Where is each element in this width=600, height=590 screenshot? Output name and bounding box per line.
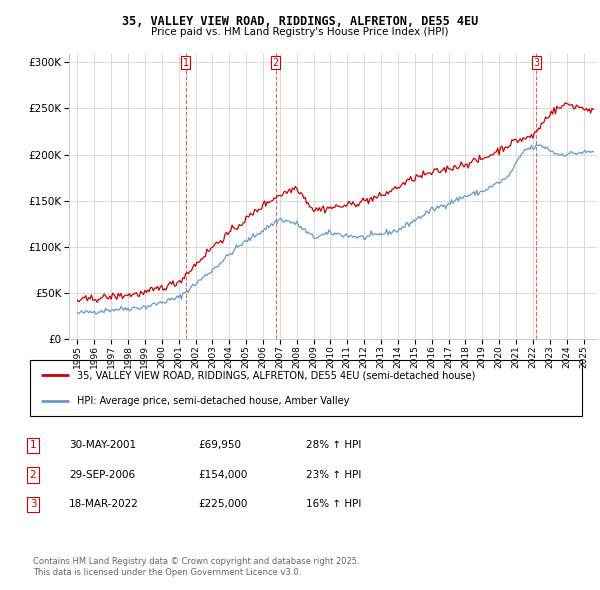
Text: 16% ↑ HPI: 16% ↑ HPI	[306, 500, 361, 509]
Text: 35, VALLEY VIEW ROAD, RIDDINGS, ALFRETON, DE55 4EU: 35, VALLEY VIEW ROAD, RIDDINGS, ALFRETON…	[122, 15, 478, 28]
Text: 3: 3	[533, 58, 539, 68]
Text: £154,000: £154,000	[198, 470, 247, 480]
Text: Price paid vs. HM Land Registry's House Price Index (HPI): Price paid vs. HM Land Registry's House …	[151, 27, 449, 37]
Text: Contains HM Land Registry data © Crown copyright and database right 2025.: Contains HM Land Registry data © Crown c…	[33, 558, 359, 566]
Text: 29-SEP-2006: 29-SEP-2006	[69, 470, 135, 480]
Text: 2: 2	[29, 470, 37, 480]
Text: 28% ↑ HPI: 28% ↑ HPI	[306, 441, 361, 450]
Text: 23% ↑ HPI: 23% ↑ HPI	[306, 470, 361, 480]
Text: This data is licensed under the Open Government Licence v3.0.: This data is licensed under the Open Gov…	[33, 568, 301, 577]
Text: 1: 1	[29, 441, 37, 450]
Text: 30-MAY-2001: 30-MAY-2001	[69, 441, 136, 450]
Text: 2: 2	[272, 58, 279, 68]
Text: 3: 3	[29, 500, 37, 509]
Text: 1: 1	[182, 58, 189, 68]
Text: 18-MAR-2022: 18-MAR-2022	[69, 500, 139, 509]
Text: 35, VALLEY VIEW ROAD, RIDDINGS, ALFRETON, DE55 4EU (semi-detached house): 35, VALLEY VIEW ROAD, RIDDINGS, ALFRETON…	[77, 370, 475, 380]
Text: £69,950: £69,950	[198, 441, 241, 450]
Text: HPI: Average price, semi-detached house, Amber Valley: HPI: Average price, semi-detached house,…	[77, 396, 349, 406]
Text: £225,000: £225,000	[198, 500, 247, 509]
